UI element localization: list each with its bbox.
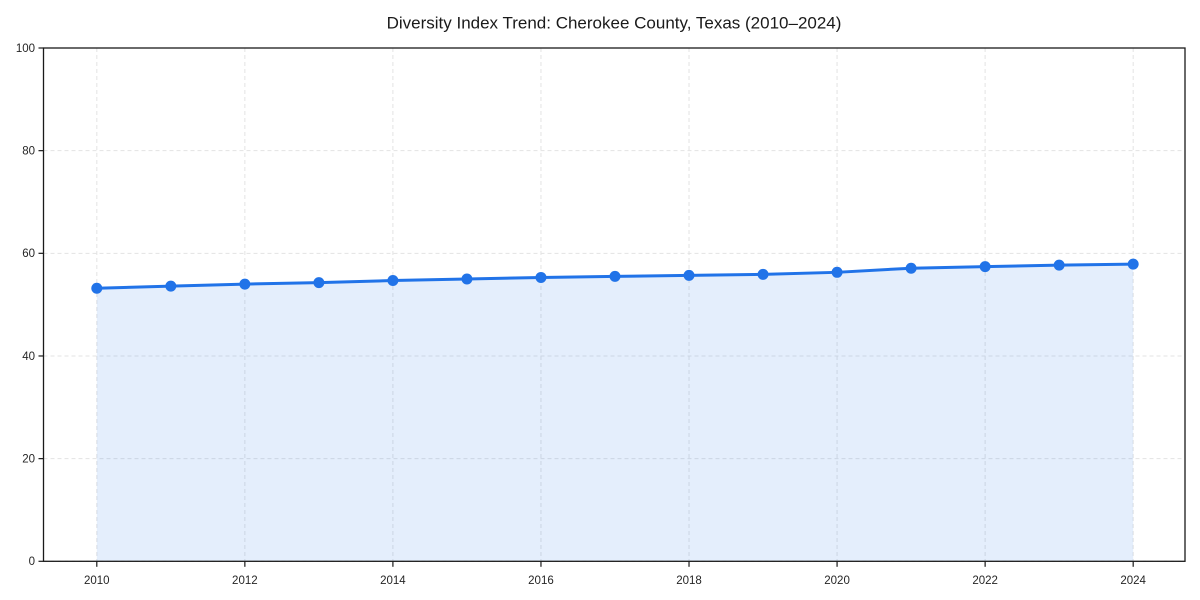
data-point-2020 [831,266,843,278]
area-fill [96,264,1134,562]
data-point-2017 [609,270,621,282]
data-point-2016 [535,271,547,283]
y-tick-label: 100 [16,43,35,55]
data-point-2010 [91,282,103,294]
y-tick-label: 80 [22,146,35,158]
y-tick-label: 0 [29,556,35,568]
x-tick-label: 2010 [84,575,110,587]
x-tick-label: 2020 [824,575,850,587]
x-tick-label: 2012 [232,575,258,587]
chart-title: Diversity Index Trend: Cherokee County, … [387,14,842,33]
data-point-2023 [1053,259,1065,271]
data-point-2014 [387,275,399,287]
data-point-2024 [1127,258,1139,270]
data-point-2011 [165,280,177,292]
data-point-2012 [239,278,251,290]
data-point-2022 [979,261,991,273]
data-point-2019 [757,268,769,280]
plot-area: 0 20 40 60 80 100 2010 2012 2014 2016 2018 2020 2022… [16,43,1186,587]
y-tick-label: 20 [22,454,35,466]
y-tick-label: 60 [22,248,35,260]
data-point-2018 [683,269,695,281]
data-point-2015 [461,273,473,285]
x-tick-label: 2018 [676,575,702,587]
x-tick-label: 2024 [1120,575,1146,587]
x-tick-label: 2014 [380,575,406,587]
data-point-2013 [313,277,325,289]
plot-border [42,47,1186,562]
x-tick-label: 2022 [972,575,998,587]
x-tick-label: 2016 [528,575,554,587]
y-tick-label: 40 [22,351,35,363]
data-point-2021 [905,262,917,274]
